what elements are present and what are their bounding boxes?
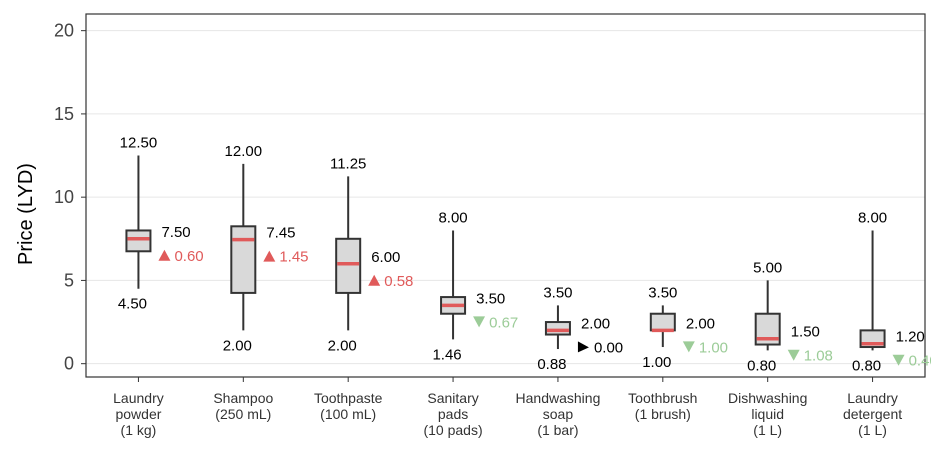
box-body <box>125 229 152 253</box>
box-body <box>335 237 362 294</box>
y-tick-label: 20 <box>54 21 74 41</box>
box-body <box>544 321 571 336</box>
change-up-icon <box>368 274 381 286</box>
y-tick-label: 10 <box>54 187 74 207</box>
median-value-label: 2.00 <box>581 315 610 332</box>
median-value-label: 1.20 <box>896 329 925 346</box>
change-value-label: 0.00 <box>594 339 623 356</box>
x-category-label: Dishwashing liquid (1 L) <box>728 390 807 438</box>
median-value-label: 7.50 <box>161 224 190 241</box>
change-value-label: 1.08 <box>804 348 833 365</box>
x-category-label-line: (100 mL) <box>320 406 376 422</box>
change-value-label: 0.40 <box>909 353 931 370</box>
x-category-label: Laundry powder (1 kg) <box>113 390 164 438</box>
box-body <box>649 312 676 332</box>
change-value-label: 1.45 <box>279 249 308 266</box>
median-value-label: 2.00 <box>686 315 715 332</box>
axes: 0 5 10 15 20 <box>54 13 926 382</box>
x-category-label-line: (1 kg) <box>121 422 157 438</box>
x-category-label-line: Dishwashing <box>728 390 807 406</box>
median-value-label: 7.45 <box>266 225 295 242</box>
x-category-label-line: Laundry <box>113 390 164 406</box>
plot-border <box>85 13 926 378</box>
x-category-label-line: soap <box>543 406 574 422</box>
min-value-label: 4.50 <box>118 296 147 313</box>
x-category-label-line: liquid <box>751 406 784 422</box>
change-down-icon <box>473 316 486 328</box>
min-value-label: 1.00 <box>642 354 671 371</box>
max-value-label: 5.00 <box>753 259 782 276</box>
x-category-label-line: Laundry <box>847 390 898 406</box>
x-category-label: Handwashing soap (1 bar) <box>516 390 601 438</box>
boxes <box>125 155 886 351</box>
x-category-label-line: (1 brush) <box>635 406 691 422</box>
x-category-label-line: Sanitary <box>427 390 478 406</box>
change-up-icon <box>263 250 276 262</box>
max-value-label: 3.50 <box>648 284 677 301</box>
change-up-icon <box>158 249 171 261</box>
x-category-label-line: pads <box>438 406 468 422</box>
x-category-label-line: Shampoo <box>213 390 273 406</box>
y-tick-label: 5 <box>64 270 74 290</box>
change-down-icon <box>892 354 905 366</box>
x-category-label: Toothbrush (1 brush) <box>628 390 697 422</box>
min-value-label: 2.00 <box>328 337 357 354</box>
min-value-label: 0.88 <box>537 356 566 373</box>
max-value-label: 12.50 <box>120 135 158 152</box>
change-value-label: 1.00 <box>699 339 728 356</box>
x-category-label: Toothpaste (100 mL) <box>314 390 383 422</box>
max-value-label: 8.00 <box>438 209 467 226</box>
x-category-label: Laundry detergent (1 L) <box>843 390 902 438</box>
median-value-label: 6.00 <box>371 249 400 266</box>
change-value-label: 0.67 <box>489 314 518 331</box>
x-category-label: Sanitary pads (10 pads) <box>423 390 482 438</box>
max-value-label: 11.25 <box>330 155 366 172</box>
median-value-label: 3.50 <box>476 290 505 307</box>
change-down-icon <box>682 341 695 353</box>
min-value-label: 1.46 <box>432 346 461 363</box>
box-body <box>230 225 257 294</box>
x-category-label-line: Handwashing <box>516 390 601 406</box>
min-value-label: 0.80 <box>852 357 881 374</box>
change-value-label: 0.60 <box>174 248 203 265</box>
max-value-label: 3.50 <box>543 284 572 301</box>
min-value-label: 0.80 <box>747 357 776 374</box>
min-value-label: 2.00 <box>223 337 252 354</box>
x-category-label-line: detergent <box>843 406 902 422</box>
change-none-icon <box>577 341 589 353</box>
grid-lines <box>86 30 925 365</box>
change-down-icon <box>787 349 800 361</box>
median-value-label: 1.50 <box>791 324 820 341</box>
x-category-label: Shampoo (250 mL) <box>213 390 273 422</box>
y-tick-label: 0 <box>64 354 74 374</box>
y-axis-label: Price (LYD) <box>15 163 37 265</box>
x-category-label-line: (250 mL) <box>215 406 271 422</box>
change-value-label: 0.58 <box>384 273 413 290</box>
x-category-label-line: Toothbrush <box>628 390 697 406</box>
x-category-label-line: (1 L) <box>753 422 782 438</box>
x-category-label-line: (1 bar) <box>537 422 578 438</box>
max-value-label: 12.00 <box>225 143 263 160</box>
max-value-label: 8.00 <box>858 209 887 226</box>
x-category-label-line: Toothpaste <box>314 390 383 406</box>
x-category-label-line: powder <box>115 406 161 422</box>
x-category-label-line: (1 L) <box>858 422 887 438</box>
y-tick-label: 15 <box>54 104 74 124</box>
x-category-label-line: (10 pads) <box>423 422 482 438</box>
